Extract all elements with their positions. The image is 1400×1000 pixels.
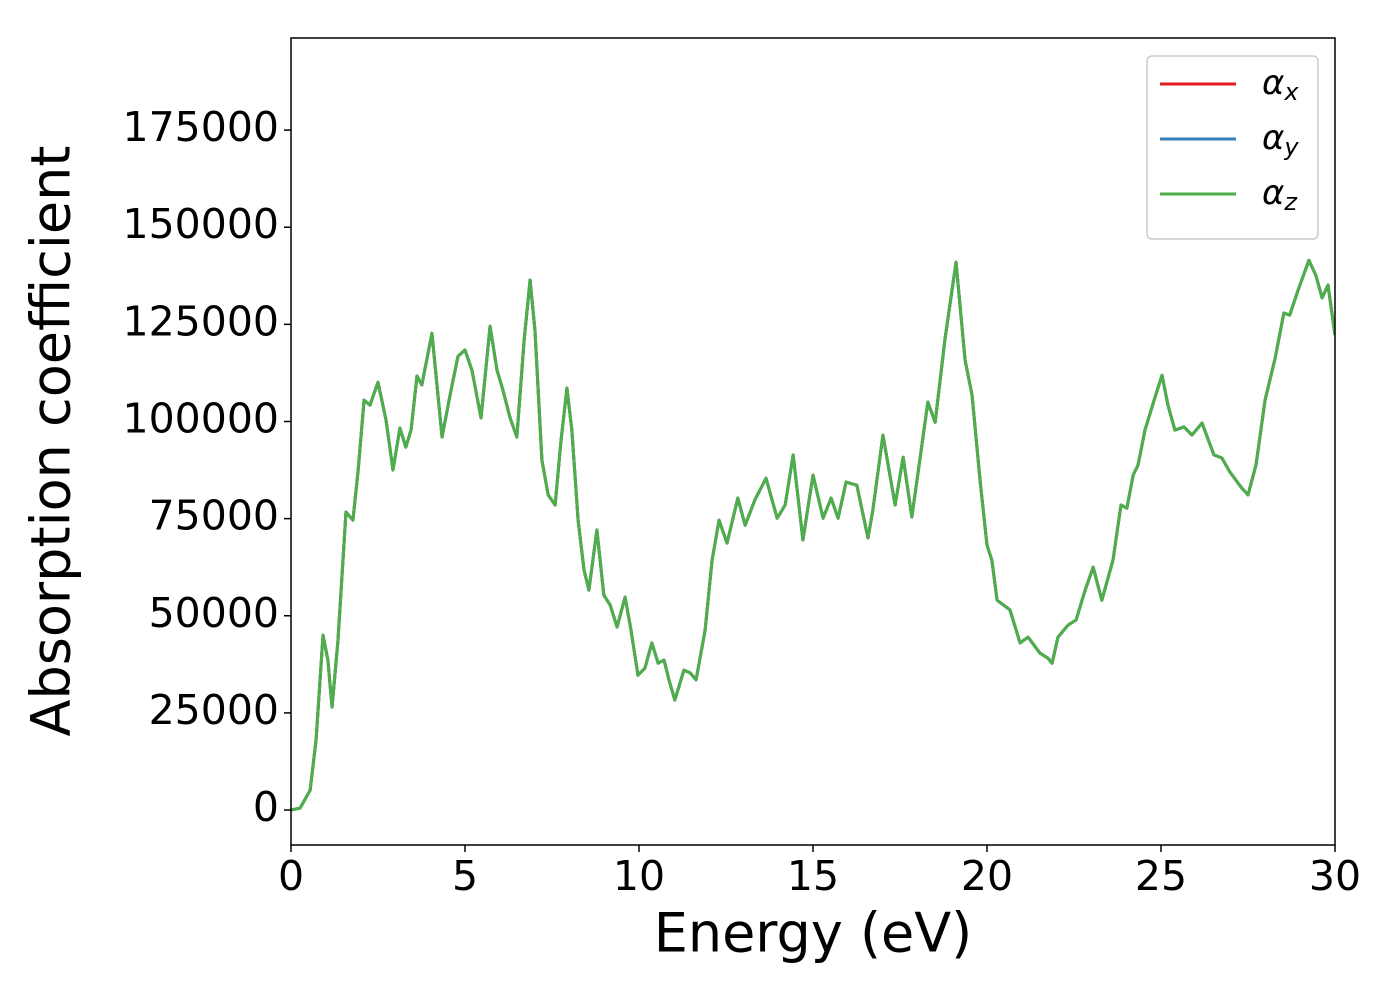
y-tick-label: 100000 [122, 394, 279, 442]
y-tick-label: 50000 [149, 589, 279, 637]
y-axis-label: Absorption coefficient [20, 146, 83, 737]
legend-label: αz [1262, 173, 1298, 217]
legend-label: αy [1262, 118, 1299, 162]
x-tick-label: 15 [787, 852, 839, 900]
line-series [291, 258, 1335, 812]
x-tick-label: 0 [278, 852, 304, 900]
y-tick-label: 75000 [149, 492, 279, 540]
x-axis-label: Energy (eV) [654, 902, 973, 965]
x-tick-label: 5 [452, 852, 478, 900]
x-tick-label: 10 [613, 852, 665, 900]
y-tick-label: 25000 [149, 686, 279, 734]
x-tick-label: 20 [961, 852, 1013, 900]
line-series [291, 258, 1335, 812]
y-tick-label: 175000 [122, 103, 279, 151]
legend: αx αy αz [1146, 55, 1319, 240]
axes-frame [290, 37, 1336, 846]
y-tick-label: 0 [253, 783, 279, 831]
legend-label: αx [1262, 63, 1299, 107]
line-series [291, 258, 1335, 812]
y-tick-label: 150000 [122, 200, 279, 248]
plot-area [291, 258, 1335, 812]
x-tick-label: 30 [1309, 852, 1361, 900]
x-tick-label: 25 [1135, 852, 1187, 900]
y-tick-label: 125000 [122, 297, 279, 345]
